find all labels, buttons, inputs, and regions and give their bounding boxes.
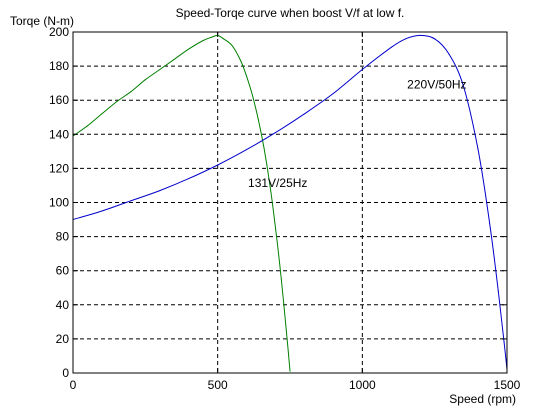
- annotations: 220V/50Hz 131V/25Hz: [248, 77, 467, 190]
- y-tick-label: 180: [49, 59, 69, 73]
- series-point: [240, 60, 242, 62]
- x-tick-label: 500: [208, 378, 228, 392]
- y-tick-label: 80: [56, 230, 70, 244]
- y-tick-label: 60: [56, 264, 70, 278]
- y-tick-label: 160: [49, 93, 69, 107]
- series-point: [144, 79, 146, 81]
- series-point: [286, 338, 288, 340]
- series-layer: [72, 34, 508, 372]
- series-point: [269, 183, 271, 185]
- y-tick-label: 0: [62, 366, 69, 380]
- series-point: [159, 69, 161, 70]
- series-point: [211, 36, 213, 38]
- series-point: [188, 48, 190, 50]
- series-point: [332, 92, 334, 94]
- series-point: [173, 58, 175, 60]
- series-point: [263, 147, 265, 149]
- series-point: [503, 341, 505, 343]
- series-point: [101, 210, 103, 212]
- x-axis-label: Speed (rpm): [449, 392, 516, 406]
- series-point: [130, 200, 132, 202]
- series-point: [115, 101, 117, 103]
- series-point: [87, 125, 88, 127]
- series-point: [188, 178, 190, 180]
- series-point: [448, 53, 450, 55]
- series-point: [497, 290, 499, 292]
- curve-label: 220V/50Hz: [407, 77, 466, 91]
- y-tick-label: 120: [49, 161, 69, 175]
- chart-title: Speed-Torqe curve when boost V/f at low …: [176, 6, 405, 20]
- series-point: [275, 132, 276, 134]
- y-axis-label: Torqe (N-m): [10, 14, 74, 28]
- series-point: [130, 91, 132, 93]
- series-point: [246, 149, 248, 151]
- series-point: [477, 149, 479, 151]
- y-tick-label: 200: [49, 25, 69, 39]
- series-line: [72, 34, 508, 370]
- series-point: [246, 75, 248, 77]
- series-point: [223, 38, 224, 40]
- series-point: [231, 45, 233, 47]
- series-point: [159, 190, 161, 192]
- series-point: [405, 38, 407, 40]
- series-point: [289, 370, 291, 372]
- y-tick-label: 140: [49, 127, 69, 141]
- x-tick-label: 1000: [349, 378, 376, 392]
- y-tick-label: 100: [49, 196, 69, 210]
- series-point: [304, 113, 305, 115]
- grid: [73, 32, 507, 373]
- series-0: [72, 34, 291, 372]
- series-point: [275, 227, 276, 229]
- series-point: [251, 94, 253, 96]
- series-point: [280, 278, 282, 280]
- series-point: [489, 222, 491, 224]
- series-point: [361, 69, 363, 70]
- axis-ticks: 0 20 40 60 80 100 120 140 160 180 200 0 500 1000 1500: [49, 25, 521, 392]
- curve-label: 131V/25Hz: [248, 176, 307, 190]
- y-tick-label: 40: [56, 298, 70, 312]
- series-point: [419, 34, 421, 36]
- x-tick-label: 0: [70, 378, 77, 392]
- series-point: [257, 118, 259, 120]
- series-point: [217, 164, 219, 166]
- series-point: [202, 40, 204, 41]
- series-line: [72, 34, 291, 372]
- series-point: [434, 38, 436, 40]
- series-point: [390, 46, 392, 48]
- x-tick-label: 1500: [494, 378, 521, 392]
- series-point: [101, 113, 103, 115]
- series-point: [463, 86, 465, 88]
- y-tick-label: 20: [56, 332, 70, 346]
